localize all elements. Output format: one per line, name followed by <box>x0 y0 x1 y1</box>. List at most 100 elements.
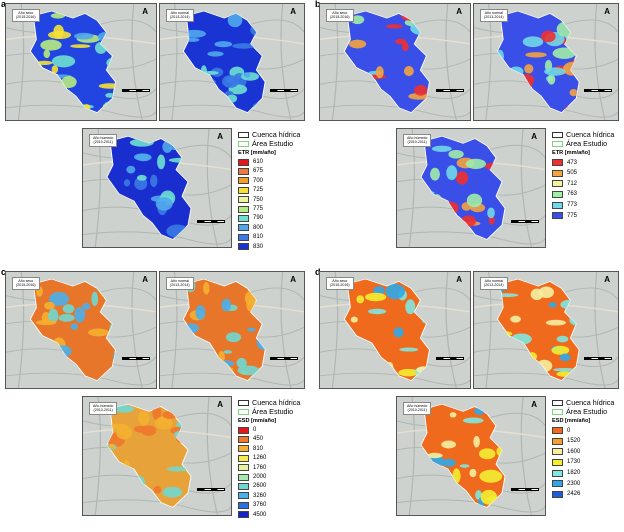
panel-letter: b <box>315 0 321 9</box>
class-patch <box>479 469 503 483</box>
legend-class-row: 675 <box>238 167 300 176</box>
terrain-line <box>520 129 533 247</box>
basin-map <box>6 4 156 120</box>
legend-class-value: 4500 <box>253 511 267 518</box>
legend-class-value: 1260 <box>253 455 267 462</box>
class-patch <box>530 288 544 301</box>
class-patch <box>403 66 414 77</box>
study-area-swatch <box>552 141 563 148</box>
study-area-swatch <box>238 141 249 148</box>
legend-title: ESD [mm/año] <box>238 417 277 424</box>
class-patch <box>51 55 76 68</box>
map-frame: Año normal (2013-2014) A <box>159 3 305 121</box>
terrain-line <box>594 272 606 388</box>
class-patch <box>559 353 571 362</box>
north-arrow-icon: A <box>217 132 223 141</box>
class-patch <box>222 75 239 88</box>
class-patch <box>157 154 166 170</box>
class-patch <box>446 165 458 181</box>
period-label: Año húmedo (2010-2011) <box>89 402 118 415</box>
class-patch <box>247 327 256 332</box>
terrain-line <box>594 4 606 120</box>
basin-shape <box>106 135 192 240</box>
class-patch <box>350 15 365 25</box>
legend-swatch <box>238 454 249 462</box>
class-patch <box>348 39 367 49</box>
terrain-line <box>83 499 231 513</box>
legend-swatch <box>238 158 249 166</box>
legend-area-row: Área Estudio <box>552 407 614 416</box>
legend-swatch <box>552 159 563 167</box>
legend-class-value: 3260 <box>253 492 267 499</box>
map-frame: Año normal (2013-2014) A <box>473 3 619 121</box>
period-label: Año seco (2015-2016) <box>326 9 354 22</box>
basin-outline-swatch <box>552 399 563 406</box>
class-patch <box>203 281 210 295</box>
legend-class-row: 790 <box>238 214 300 223</box>
terrain-line <box>280 4 292 120</box>
class-patch <box>58 313 75 322</box>
scale-bar <box>197 488 225 491</box>
legend-area-label: Área Estudio <box>566 407 608 417</box>
class-patch <box>221 298 232 312</box>
legend-swatch <box>238 482 249 490</box>
period-name: Año seco <box>332 11 348 15</box>
legend-area-row: Área Estudio <box>238 407 300 416</box>
legend-swatch <box>238 435 249 443</box>
legend-class-value: 505 <box>567 170 578 177</box>
legend-class-row: 1820 <box>552 468 614 479</box>
legend-swatch <box>552 169 563 177</box>
legend-swatch <box>552 490 563 498</box>
basin-map <box>474 4 618 120</box>
legend-class-value: 775 <box>567 212 578 219</box>
legend-class-value: 473 <box>567 159 578 166</box>
legend-swatch <box>238 167 249 175</box>
class-patch <box>70 323 79 330</box>
legend-class-value: 2300 <box>567 480 581 487</box>
legend-class-row: 2000 <box>238 472 300 481</box>
class-patch <box>223 350 233 354</box>
legend-class-row: 810 <box>238 444 300 453</box>
terrain-line <box>397 231 545 245</box>
map-legend: Cuenca hídrica Área Estudio ESD [mm/año] 0 1… <box>552 398 614 500</box>
class-patch <box>150 174 158 188</box>
period-label: Año seco (2015-2016) <box>12 277 40 290</box>
legend-class-value: 0 <box>567 427 571 434</box>
legend-area-label: Área Estudio <box>566 139 608 149</box>
class-patch <box>138 411 150 426</box>
legend-swatch <box>552 480 563 488</box>
legend-class-value: 2600 <box>253 483 267 490</box>
class-patch <box>385 283 405 300</box>
legend-class-row: 473 <box>552 157 614 168</box>
map-frame: Año húmedo (2010-2011) A <box>396 396 546 516</box>
class-patch <box>49 291 70 306</box>
basin-map <box>160 4 304 120</box>
study-area-swatch <box>238 409 249 416</box>
legend-title: ETR [mm/año] <box>238 149 276 156</box>
class-patch <box>43 49 51 59</box>
period-years: (2013-2014) <box>484 15 504 20</box>
legend-swatch <box>238 445 249 453</box>
legend-area-row: Área Estudio <box>238 139 300 148</box>
panel-letter: a <box>1 0 7 9</box>
legend-swatch <box>238 501 249 509</box>
map-legend: Cuenca hídrica Área Estudio ETR [mm/año] 47… <box>552 130 614 221</box>
class-patch <box>430 167 440 181</box>
class-patch <box>405 299 416 315</box>
map-frame: Año húmedo (2010-2011) A <box>82 128 232 248</box>
basin-map <box>397 397 545 515</box>
map-frame: Año normal (2013-2014) A <box>159 271 305 389</box>
class-patch <box>70 44 91 49</box>
class-patch <box>140 425 157 436</box>
basin-map <box>474 272 618 388</box>
basin-outline-swatch <box>552 131 563 138</box>
class-patch <box>155 197 173 211</box>
scale-bar <box>122 357 150 360</box>
legend-area-row: Área Estudio <box>552 139 614 148</box>
terrain-line <box>206 397 219 515</box>
north-arrow-icon: A <box>456 275 462 284</box>
period-years: (2010-2011) <box>93 408 113 413</box>
period-name: Año normal <box>484 11 503 15</box>
legend-class-value: 1520 <box>567 438 581 445</box>
class-patch <box>50 13 66 19</box>
